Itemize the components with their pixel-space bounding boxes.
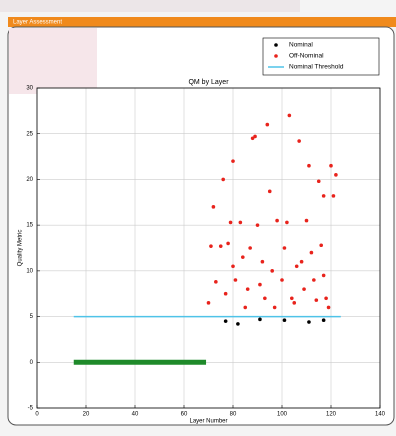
legend-box: [262, 37, 380, 76]
data-point: [218, 244, 223, 248]
data-point: [307, 163, 311, 168]
legend-swatch: [274, 43, 278, 47]
data-point: [231, 264, 235, 269]
x-tick-label: 0: [35, 412, 39, 418]
data-point: [321, 318, 326, 323]
data-point: [241, 255, 245, 259]
data-point: [312, 278, 316, 282]
y-tick-label: 25: [26, 131, 33, 137]
data-point: [258, 282, 262, 287]
data-point: [206, 301, 211, 305]
data-point: [287, 113, 292, 118]
data-point: [302, 287, 306, 291]
pink-overlay: [9, 28, 97, 94]
data-point: [243, 305, 248, 310]
data-point: [245, 287, 250, 291]
y-tick-label: 20: [26, 177, 33, 183]
x-tick-label: 20: [83, 412, 90, 418]
data-point: [263, 296, 267, 301]
plot-frame: [36, 87, 381, 409]
data-point: [282, 318, 287, 323]
data-point: [319, 243, 324, 248]
x-tick-label: 120: [326, 412, 337, 418]
y-tick-label: 10: [26, 268, 33, 274]
x-tick-label: 40: [132, 412, 139, 418]
data-point: [282, 246, 287, 250]
x-tick-label: 60: [181, 412, 188, 418]
data-point: [265, 122, 270, 127]
data-point: [314, 298, 319, 302]
y-tick-label: -5: [28, 406, 34, 412]
data-point: [285, 220, 289, 225]
data-point: [221, 177, 225, 182]
data-point: [250, 136, 255, 141]
x-tick-label: 100: [277, 412, 288, 418]
data-point: [209, 244, 213, 248]
y-tick-label: 0: [30, 360, 34, 366]
data-point: [238, 220, 243, 225]
x-axis-label: Layer Number: [189, 419, 227, 425]
data-point: [304, 218, 309, 223]
data-point: [260, 259, 265, 264]
data-point: [211, 205, 216, 209]
x-tick-label: 80: [230, 412, 237, 418]
data-point: [331, 194, 336, 198]
y-tick-label: 5: [30, 314, 34, 320]
data-point: [223, 319, 228, 323]
data-point: [294, 264, 299, 269]
y-axis-label: Quality Metric: [18, 230, 24, 267]
x-tick-label: 140: [375, 412, 386, 418]
data-point: [316, 179, 321, 184]
legend-label: Nominal: [289, 42, 313, 49]
chart-title: QM by Layer: [188, 79, 229, 86]
data-point: [326, 305, 331, 310]
data-point: [290, 296, 294, 301]
data-point: [321, 273, 326, 278]
data-point: [272, 305, 277, 310]
legend-label: Off-Nominal: [289, 53, 324, 60]
background-table: [0, 0, 300, 12]
data-point: [267, 189, 272, 194]
y-tick-label: 30: [26, 86, 33, 92]
y-tick-label: 15: [26, 223, 33, 229]
data-point: [233, 278, 238, 282]
data-point: [309, 250, 314, 255]
data-point: [248, 246, 252, 250]
data-point: [255, 223, 260, 227]
data-point: [334, 173, 338, 177]
data-point: [228, 220, 233, 225]
plot-area: [37, 88, 380, 408]
data-point: [292, 301, 297, 305]
data-point: [329, 163, 333, 168]
legend-label: Nominal Threshold: [289, 64, 344, 71]
data-point: [275, 218, 279, 223]
data-point: [280, 278, 284, 282]
data-point: [253, 134, 257, 139]
data-point: [236, 322, 240, 326]
window-title: Layer Assessment: [13, 20, 62, 26]
data-point: [307, 320, 311, 324]
data-point: [324, 296, 328, 301]
data-point: [258, 317, 262, 322]
data-point: [226, 241, 230, 246]
data-point: [297, 139, 301, 143]
legend-swatch: [274, 54, 278, 58]
data-point: [321, 194, 326, 198]
data-point: [214, 280, 218, 284]
data-point: [270, 269, 275, 273]
data-point: [231, 159, 235, 163]
title-bar: [8, 17, 396, 27]
data-point: [223, 291, 228, 296]
data-point: [299, 259, 304, 264]
